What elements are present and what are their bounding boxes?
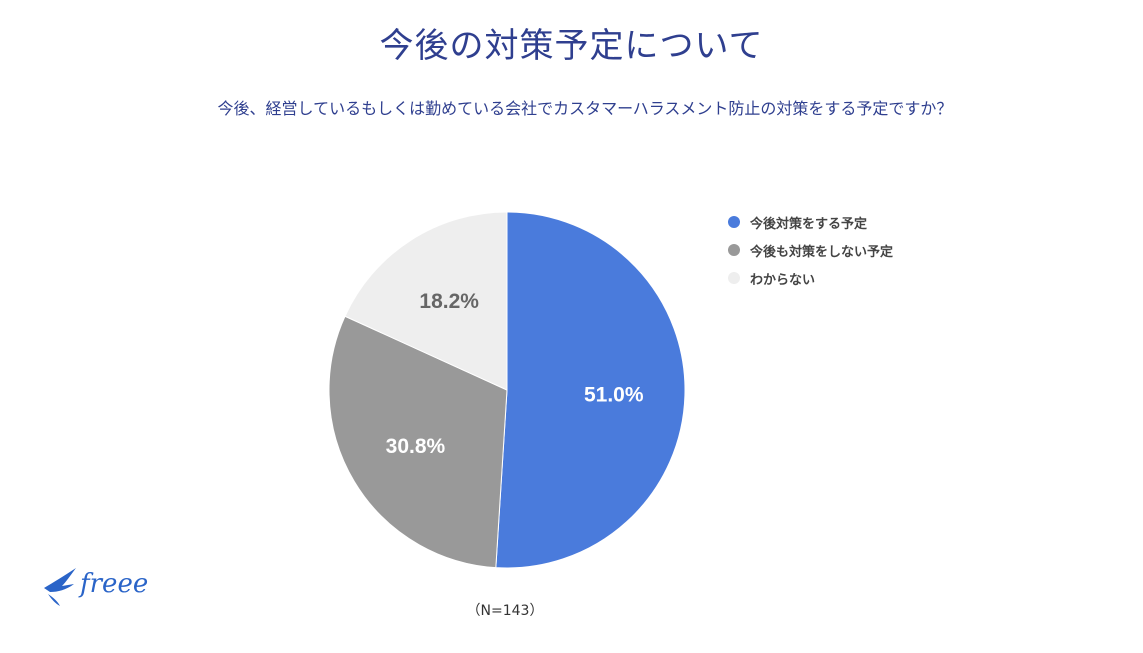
legend-item-unknown: わからない bbox=[728, 264, 893, 292]
freee-logo: freee bbox=[40, 562, 170, 612]
pie-slice-no-plan bbox=[328, 315, 508, 569]
legend-swatch-unknown bbox=[728, 272, 740, 284]
chart-legend: 今後対策をする予定 今後も対策をしない予定 わからない bbox=[728, 208, 893, 292]
legend-label-plan: 今後対策をする予定 bbox=[750, 216, 868, 232]
legend-label-no-plan: 今後も対策をしない予定 bbox=[750, 244, 894, 260]
legend-item-plan: 今後対策をする予定 bbox=[728, 208, 893, 236]
logo-wordmark: freee bbox=[78, 569, 148, 599]
page-title: 今後の対策予定について bbox=[379, 26, 764, 66]
sample-size-note: （N=143） bbox=[466, 603, 544, 619]
page-subtitle: 今後、経営しているもしくは勤めている会社でカスタマーハラスメント防止の対策をする… bbox=[217, 99, 953, 118]
legend-swatch-plan bbox=[728, 216, 740, 228]
legend-item-no-plan: 今後も対策をしない予定 bbox=[728, 236, 893, 264]
data-label-plan: 51.0% bbox=[584, 383, 644, 406]
legend-swatch-no-plan bbox=[728, 244, 740, 256]
pie-slice-plan bbox=[495, 211, 686, 569]
bird-icon bbox=[44, 568, 76, 606]
legend-label-unknown: わからない bbox=[750, 272, 816, 288]
data-label-no-plan: 30.8% bbox=[386, 435, 446, 458]
pie-slice-unknown bbox=[344, 211, 508, 391]
data-label-unknown: 18.2% bbox=[419, 290, 479, 313]
